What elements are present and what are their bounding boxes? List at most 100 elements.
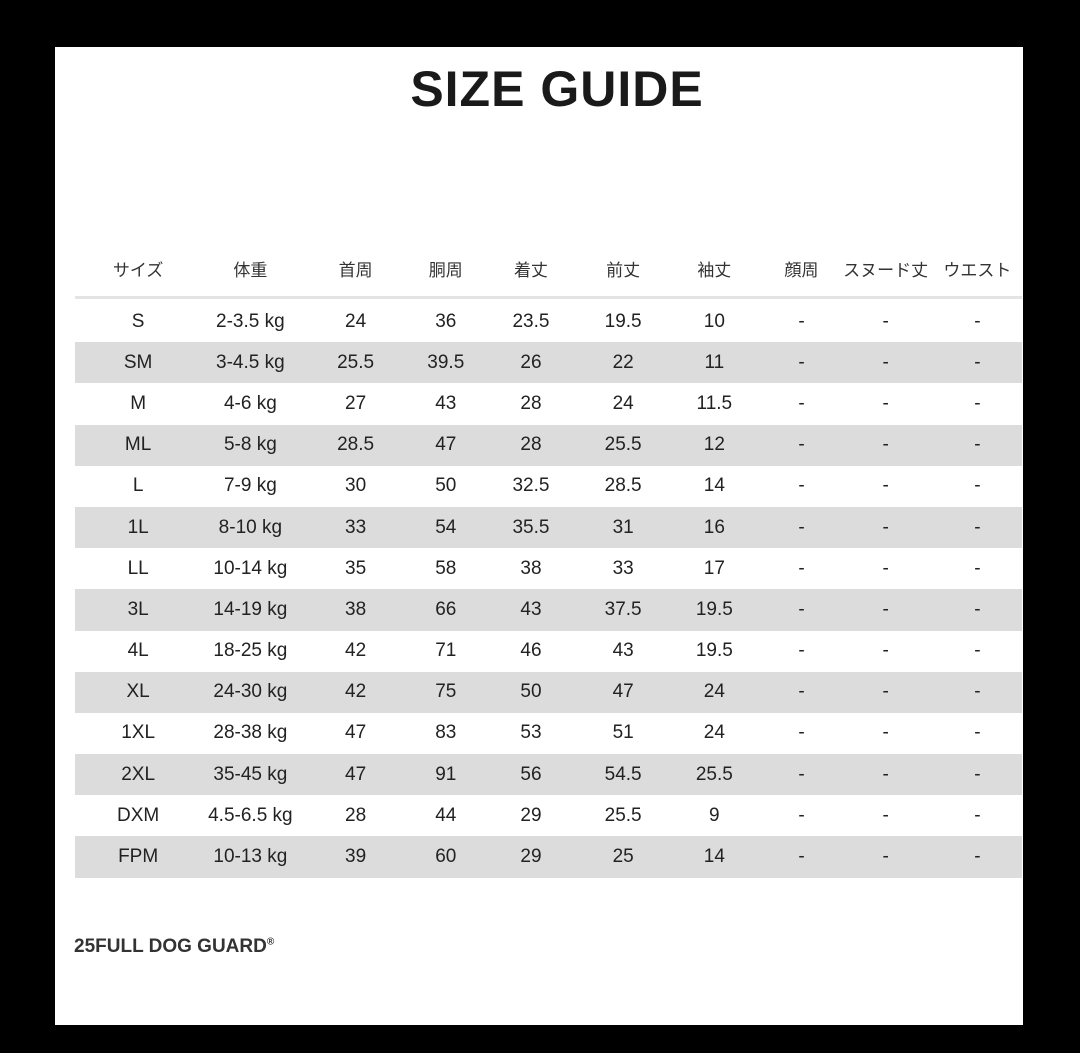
table-cell: 46 [520, 640, 542, 662]
table-cell: 9 [709, 804, 720, 826]
table-row: 1L 8-10 kg 33 54 35.5 31 16- - - [75, 506, 1022, 549]
table-cell: 39.5 [411, 342, 480, 384]
table-cell: 29 [479, 836, 583, 878]
table-cell: 23.5 [512, 310, 550, 332]
table-cell: 28 [520, 392, 542, 414]
table-cell: - [838, 506, 933, 549]
table-cell: SM [75, 342, 202, 384]
table-cell: 14 [703, 475, 725, 497]
table-cell: 24 [664, 671, 765, 713]
column-header: 首周 [299, 240, 412, 299]
table-row: 3L 14-19 kg 38 66 43 37.5 19.5- - - [75, 589, 1022, 631]
table-cell: 43 [479, 589, 583, 631]
page-title: SIZE GUIDE [410, 61, 704, 117]
table-cell: 22 [582, 342, 665, 384]
table-cell: - [764, 506, 839, 549]
table-cell: 25.5 [299, 342, 412, 384]
table-cell: 10-13 kg [201, 836, 300, 878]
table-cell: ML [75, 424, 202, 466]
column-header: ウエスト [932, 240, 1022, 299]
table-cell: S [131, 310, 145, 332]
table-cell: - [932, 342, 1022, 384]
table-cell: 18-25 kg [213, 640, 288, 662]
table-cell: 28.5 [299, 424, 412, 466]
table-cell: 50 [435, 475, 457, 497]
table-cell: - [764, 754, 839, 796]
table-cell: - [798, 557, 805, 579]
table-cell: - [838, 754, 933, 796]
table-row: 4L 18-25 kg 42 71 46 43 19.5 - - - [75, 631, 1022, 672]
table-cell: - [932, 671, 1022, 713]
table-cell: 5-8 kg [201, 424, 300, 466]
table-cell: 4L [127, 640, 149, 662]
table-cell: 11.5 [696, 392, 733, 414]
table-cell: 47 [299, 754, 412, 796]
table-cell: - [764, 424, 839, 466]
table-cell: 35 [345, 557, 367, 579]
table-row: XL 24-30 kg 42 75 50 47 24- - - [75, 671, 1022, 713]
table-cell: 14 [664, 836, 765, 878]
column-header: 前丈 [582, 240, 665, 299]
table-cell: 25.5 [582, 424, 665, 466]
column-header: 着丈 [479, 240, 583, 299]
table-cell: 2-3.5 kg [216, 310, 285, 332]
table-cell: 19.5 [695, 640, 733, 662]
size-table: サイズ 体重 首周 胴周 着丈 前丈 袖丈 顔周 スヌード丈 ウエスト S 2-3.5 kg 24 36… [75, 240, 1022, 878]
table-cell: - [882, 722, 889, 744]
column-header: 体重 [201, 240, 300, 299]
table-cell: M [130, 392, 147, 414]
table-cell: 56 [479, 754, 583, 796]
table-cell: 60 [411, 836, 480, 878]
table-cell: 43 [612, 640, 634, 662]
table-cell: - [798, 722, 805, 744]
table-cell: 83 [435, 722, 457, 744]
table-cell: - [932, 754, 1022, 796]
column-header: サイズ [75, 240, 202, 299]
table-row: DXM 4.5-6.5 kg 28 44 29 25.5 9 - - - [75, 795, 1022, 836]
table-cell: 28.5 [604, 475, 642, 497]
column-header: 顔周 [764, 240, 839, 299]
table-cell: 42 [299, 671, 412, 713]
table-cell: 24 [345, 310, 367, 332]
table-cell: - [974, 804, 981, 826]
table-cell: 7-9 kg [223, 475, 277, 497]
table-cell: 33 [299, 506, 412, 549]
table-cell: XL [75, 671, 202, 713]
table-cell: 2XL [75, 754, 202, 796]
table-cell: 75 [411, 671, 480, 713]
column-header: スヌード丈 [838, 240, 933, 299]
table-cell: - [838, 342, 933, 384]
table-cell: - [882, 557, 889, 579]
table-cell: 25.5 [664, 754, 765, 796]
table-cell: - [882, 392, 889, 414]
table-cell: 37.5 [582, 589, 665, 631]
table-cell: 29 [520, 804, 542, 826]
table-cell: 25 [582, 836, 665, 878]
table-cell: FPM [75, 836, 202, 878]
table-header-row: サイズ 体重 首周 胴周 着丈 前丈 袖丈 顔周 スヌード丈 ウエスト [75, 240, 1022, 299]
table-cell: 14-19 kg [201, 589, 300, 631]
table-cell: - [932, 424, 1022, 466]
table-cell: 28 [345, 804, 367, 826]
table-cell: - [798, 640, 805, 662]
table-cell: - [932, 589, 1022, 631]
column-header: 胴周 [411, 240, 480, 299]
table-row: S 2-3.5 kg 24 36 23.5 19.5 10 - - - [75, 298, 1022, 343]
table-cell: - [798, 804, 805, 826]
brand-name: 25FULL DOG GUARD [74, 936, 267, 957]
table-cell: 35-45 kg [201, 754, 300, 796]
table-row: L 7-9 kg 30 50 32.5 28.5 14 - - - [75, 466, 1022, 507]
table-cell: - [798, 475, 805, 497]
table-cell: 58 [435, 557, 457, 579]
table-row: SM 3-4.5 kg 25.5 39.5 26 22 11- - - [75, 342, 1022, 384]
table-cell: 4-6 kg [223, 392, 277, 414]
table-cell: 1XL [121, 722, 156, 744]
table-cell: 47 [411, 424, 480, 466]
table-cell: - [838, 424, 933, 466]
table-cell: 3-4.5 kg [201, 342, 300, 384]
table-cell: 38 [520, 557, 542, 579]
table-cell: 24-30 kg [201, 671, 300, 713]
table-cell: - [882, 310, 889, 332]
table-cell: 10 [703, 310, 725, 332]
table-cell: 42 [345, 640, 367, 662]
